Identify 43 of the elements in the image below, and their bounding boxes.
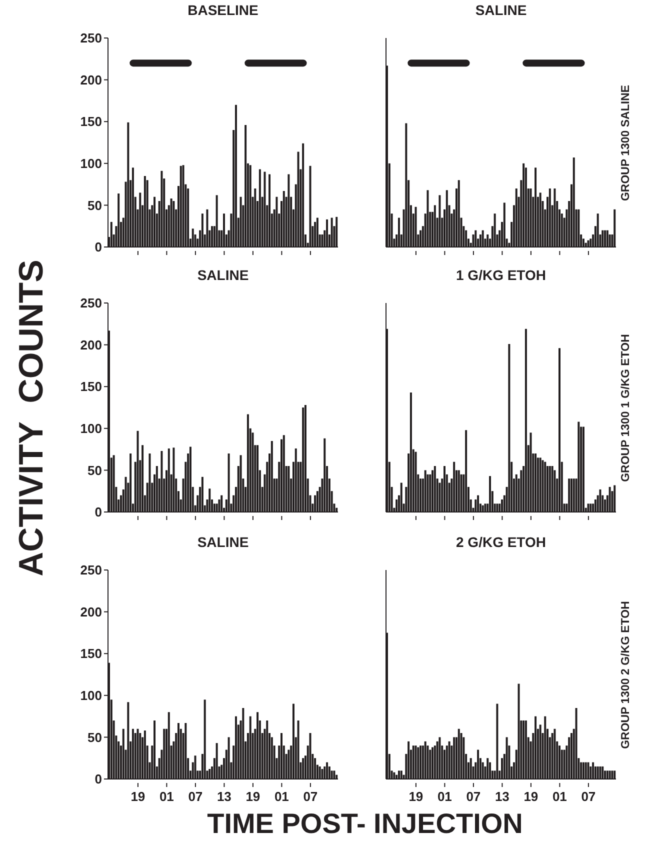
x-tick-label: 19: [408, 789, 424, 804]
x-tick-label: 07: [581, 789, 596, 804]
y-tick-label: 50: [88, 730, 102, 745]
x-tick-label: 07: [188, 789, 203, 804]
y-tick-label: 0: [94, 772, 102, 787]
y-tick-label: 150: [80, 114, 102, 130]
y-tick-label: 250: [80, 562, 102, 578]
x-tick-label: 19: [130, 789, 146, 804]
y-tick-label: 250: [80, 30, 102, 46]
y-tick-label: 150: [80, 646, 102, 662]
x-tick-label: 19: [524, 789, 538, 804]
y-tick-label: 250: [80, 296, 102, 311]
y2-axis-title: GROUP 1300 1 G/KG ETOH: [620, 334, 632, 482]
y-tick-label: 200: [80, 604, 102, 620]
y2-axis-title: GROUP 1300 SALINE: [620, 84, 632, 201]
x-tick-label: 01: [437, 789, 452, 804]
chart-title: BASELINE: [186, 2, 260, 18]
y-tick-label: 200: [80, 337, 102, 352]
y-tick-label: 50: [88, 462, 102, 478]
chart-title: 1 G/KG ETOH: [455, 267, 547, 283]
y-tick-label: 200: [80, 72, 102, 88]
y-tick-label: 100: [80, 688, 102, 704]
y2-axis-title: GROUP 1300 2 G/KG ETOH: [620, 600, 632, 748]
x-tick-label: 07: [466, 789, 481, 804]
x-tick-label: 13: [216, 789, 232, 804]
x-tick-label: 01: [159, 789, 174, 804]
y-tick-label: 100: [80, 421, 102, 436]
y-axis-title: ACTIVITY COUNTS: [12, 260, 52, 576]
x-tick-label: 13: [494, 789, 510, 804]
y-tick-label: 50: [88, 198, 102, 213]
y-tick-label: 0: [94, 504, 102, 520]
x-tick-label: 01: [552, 789, 567, 804]
x-tick-label: 19: [246, 789, 260, 804]
chart-title: SALINE: [196, 534, 250, 550]
x-tick-label: 01: [274, 789, 289, 804]
y-tick-label: 0: [94, 240, 102, 255]
chart-title: SALINE: [474, 2, 528, 18]
chart-title: 2 G/KG ETOH: [455, 534, 547, 550]
chart-title: SALINE: [196, 267, 250, 283]
x-axis-title: TIME POST- INJECTION: [206, 808, 524, 840]
x-tick-label: 07: [303, 789, 318, 804]
y-tick-label: 100: [80, 156, 102, 172]
y-tick-label: 150: [80, 379, 102, 394]
